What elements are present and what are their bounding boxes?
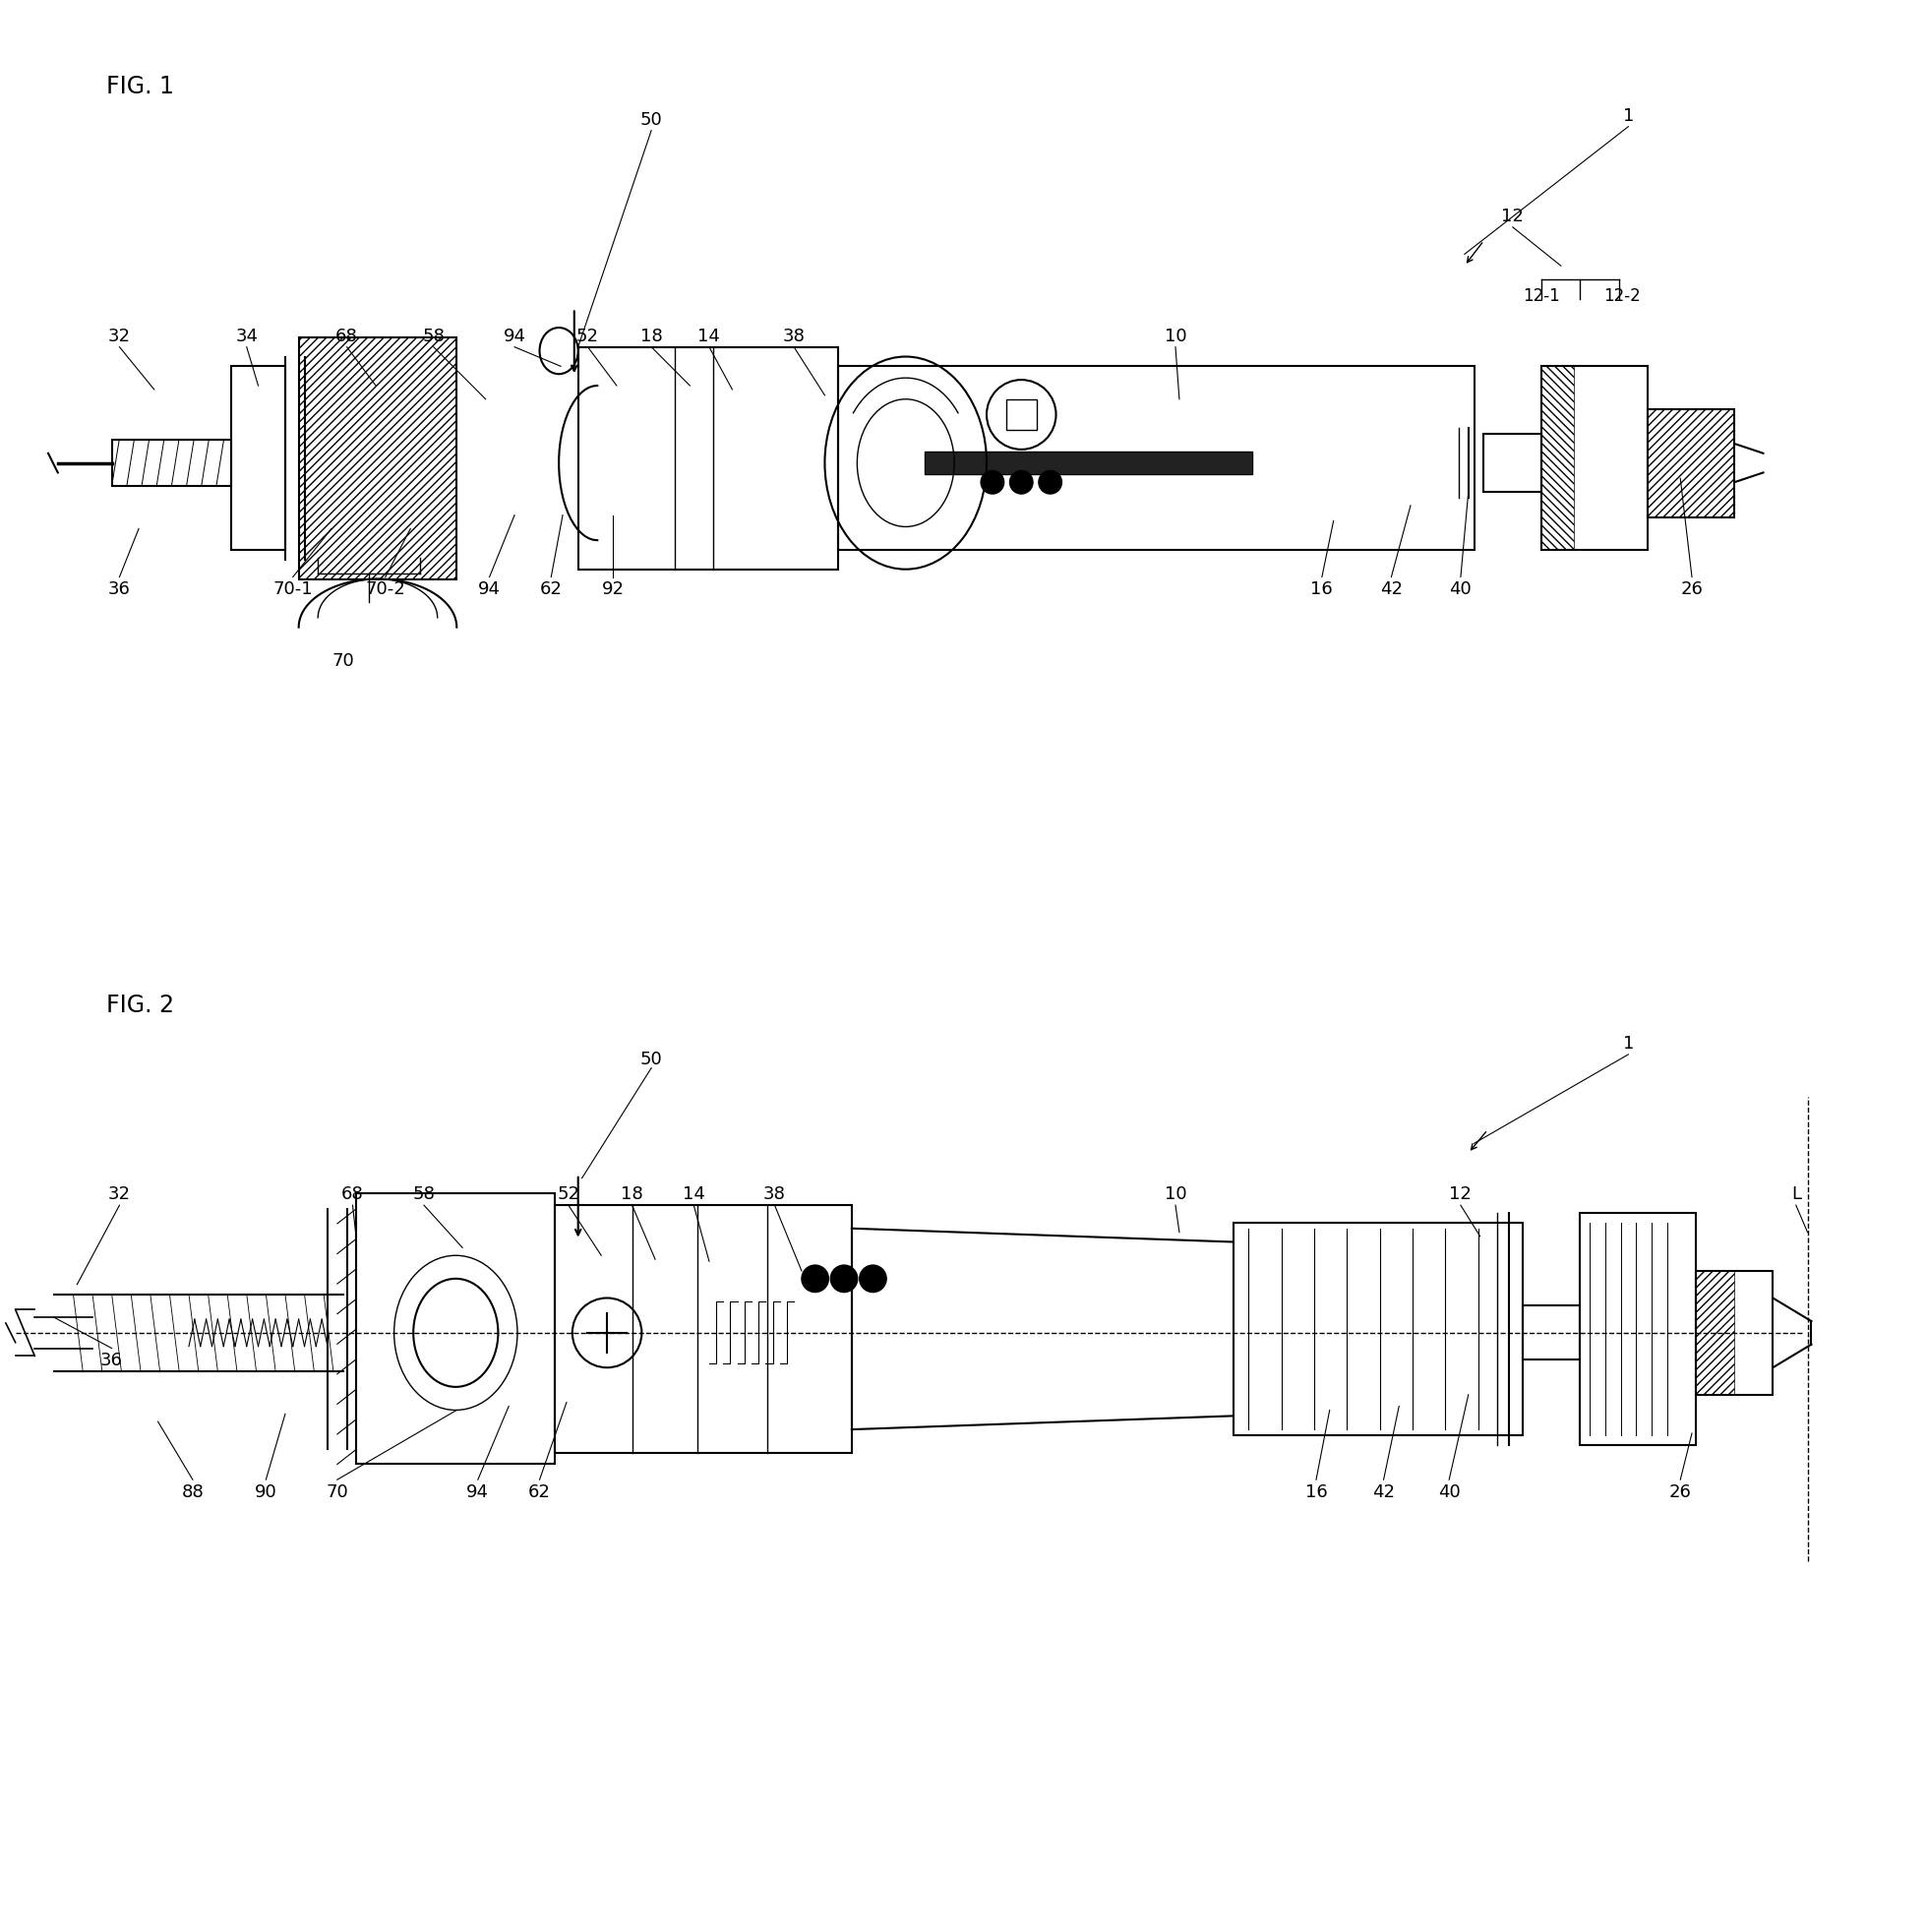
Bar	[1696, 1271, 1773, 1395]
Text: 32: 32	[108, 1184, 131, 1204]
Text: 52: 52	[576, 327, 599, 346]
Bar	[1484, 435, 1542, 493]
Bar	[299, 338, 457, 580]
Bar	[1542, 367, 1648, 551]
Text: 68: 68	[335, 327, 358, 346]
Bar	[299, 338, 457, 580]
Ellipse shape	[831, 1265, 858, 1293]
Text: 10: 10	[1164, 1184, 1187, 1204]
Text: 58: 58	[412, 1184, 436, 1204]
Ellipse shape	[802, 1265, 829, 1293]
Text: 10: 10	[1164, 327, 1187, 346]
Text: 32: 32	[108, 327, 131, 346]
Text: 40: 40	[1449, 580, 1472, 599]
Ellipse shape	[1010, 471, 1033, 495]
Text: 26: 26	[1680, 580, 1703, 599]
Text: 16: 16	[1305, 1482, 1328, 1501]
Text: L: L	[1790, 1184, 1802, 1204]
Ellipse shape	[859, 1265, 886, 1293]
Text: 42: 42	[1380, 580, 1403, 599]
Ellipse shape	[1039, 471, 1062, 495]
Text: 12-1: 12-1	[1522, 286, 1561, 305]
Bar	[1522, 1306, 1580, 1360]
Text: 88: 88	[181, 1482, 204, 1501]
Text: 12: 12	[1501, 207, 1524, 226]
Bar	[1233, 1223, 1522, 1435]
Text: 58: 58	[422, 327, 445, 346]
Text: 40: 40	[1438, 1482, 1461, 1501]
Text: 12-2: 12-2	[1603, 286, 1642, 305]
Text: FIG. 1: FIG. 1	[106, 75, 173, 99]
Bar	[1648, 410, 1734, 518]
Text: 14: 14	[698, 327, 721, 346]
Text: 70-2: 70-2	[366, 580, 405, 599]
Text: 62: 62	[528, 1482, 551, 1501]
Ellipse shape	[981, 471, 1004, 495]
Bar	[112, 440, 231, 487]
Text: 92: 92	[601, 580, 624, 599]
Bar	[925, 452, 1253, 475]
Text: 94: 94	[503, 327, 526, 346]
Text: 34: 34	[235, 327, 258, 346]
Text: 50: 50	[640, 1049, 663, 1068]
Text: 94: 94	[466, 1482, 489, 1501]
Text: 36: 36	[100, 1350, 123, 1370]
Bar	[1696, 1271, 1734, 1395]
Text: 14: 14	[682, 1184, 705, 1204]
Bar	[555, 1206, 852, 1453]
Text: 38: 38	[782, 327, 805, 346]
Bar	[578, 348, 838, 570]
Text: 42: 42	[1372, 1482, 1395, 1501]
Text: 12: 12	[1449, 1184, 1472, 1204]
Text: FIG. 2: FIG. 2	[106, 993, 173, 1016]
Text: 18: 18	[620, 1184, 644, 1204]
Bar	[231, 367, 285, 551]
Text: 16: 16	[1310, 580, 1333, 599]
Text: 26: 26	[1669, 1482, 1692, 1501]
Text: 1: 1	[1623, 106, 1634, 126]
Text: 68: 68	[341, 1184, 364, 1204]
Bar	[1580, 1213, 1696, 1445]
Text: 52: 52	[557, 1184, 580, 1204]
Bar	[1006, 400, 1037, 431]
Text: 70: 70	[331, 651, 355, 670]
Text: 18: 18	[640, 327, 663, 346]
Text: 36: 36	[108, 580, 131, 599]
Text: 50: 50	[640, 110, 663, 129]
Bar	[838, 367, 1474, 551]
Bar	[1542, 367, 1572, 551]
Text: 62: 62	[540, 580, 563, 599]
Text: 38: 38	[763, 1184, 786, 1204]
Text: 70-1: 70-1	[274, 580, 312, 599]
Text: 70: 70	[326, 1482, 349, 1501]
Text: 94: 94	[478, 580, 501, 599]
Bar	[1648, 410, 1734, 518]
Text: 90: 90	[254, 1482, 277, 1501]
Text: 1: 1	[1623, 1034, 1634, 1053]
Bar	[356, 1194, 555, 1464]
